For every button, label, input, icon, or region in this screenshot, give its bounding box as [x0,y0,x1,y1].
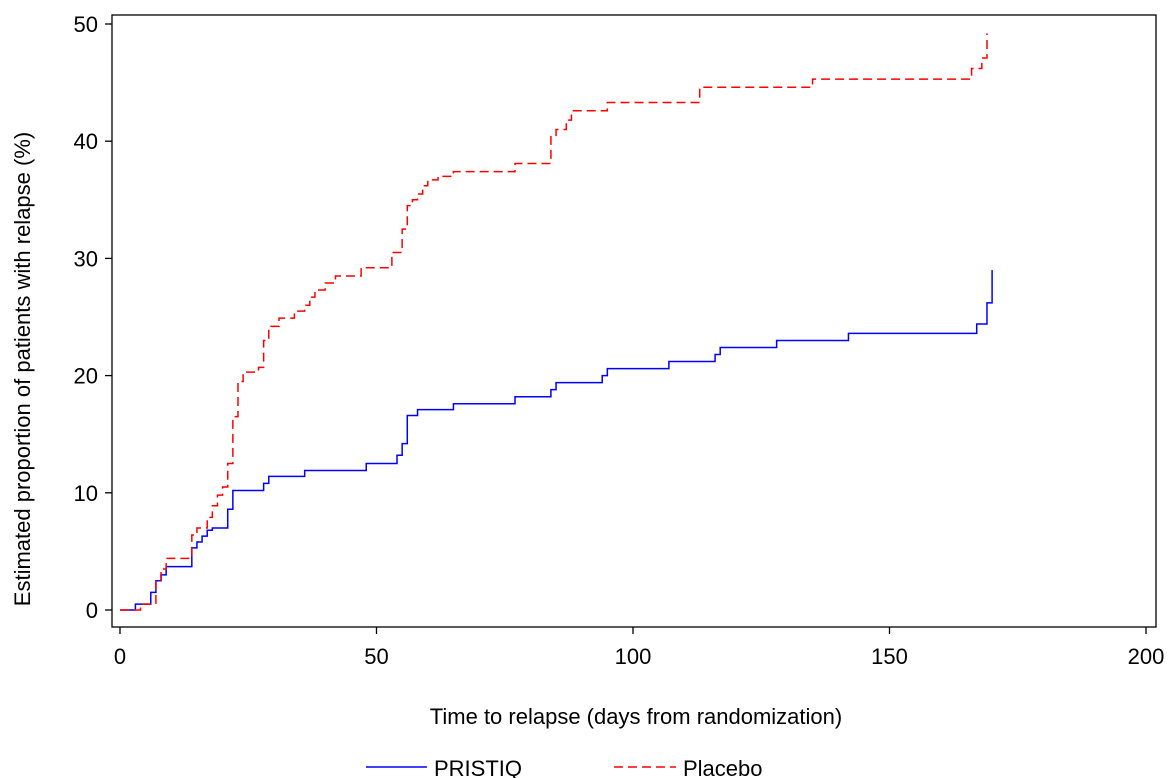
x-tick-label: 0 [114,644,126,669]
y-tick-label: 30 [74,246,98,271]
y-axis-title: Estimated proportion of patients with re… [10,132,35,606]
x-tick-label: 50 [364,644,388,669]
y-tick-label: 10 [74,481,98,506]
series-line-placebo [120,33,988,611]
x-tick-label: 150 [871,644,908,669]
x-tick-label: 200 [1128,644,1165,669]
y-tick-label: 20 [74,364,98,389]
x-tick-label: 100 [615,644,652,669]
y-axis: 0 10 20 30 40 50 [74,12,112,623]
x-axis: 0 50 100 150 200 [114,627,1164,669]
plot-frame [111,14,1157,628]
y-tick-label: 0 [86,598,98,623]
legend-label-placebo: Placebo [683,756,763,778]
y-tick-label: 50 [74,12,98,37]
y-tick-label: 40 [74,129,98,154]
x-axis-title: Time to relapse (days from randomization… [430,704,842,729]
legend: PRISTIQ Placebo [366,756,763,778]
series-line-pristiq [120,270,993,611]
legend-label-pristiq: PRISTIQ [434,756,522,778]
series-layer [120,33,993,611]
